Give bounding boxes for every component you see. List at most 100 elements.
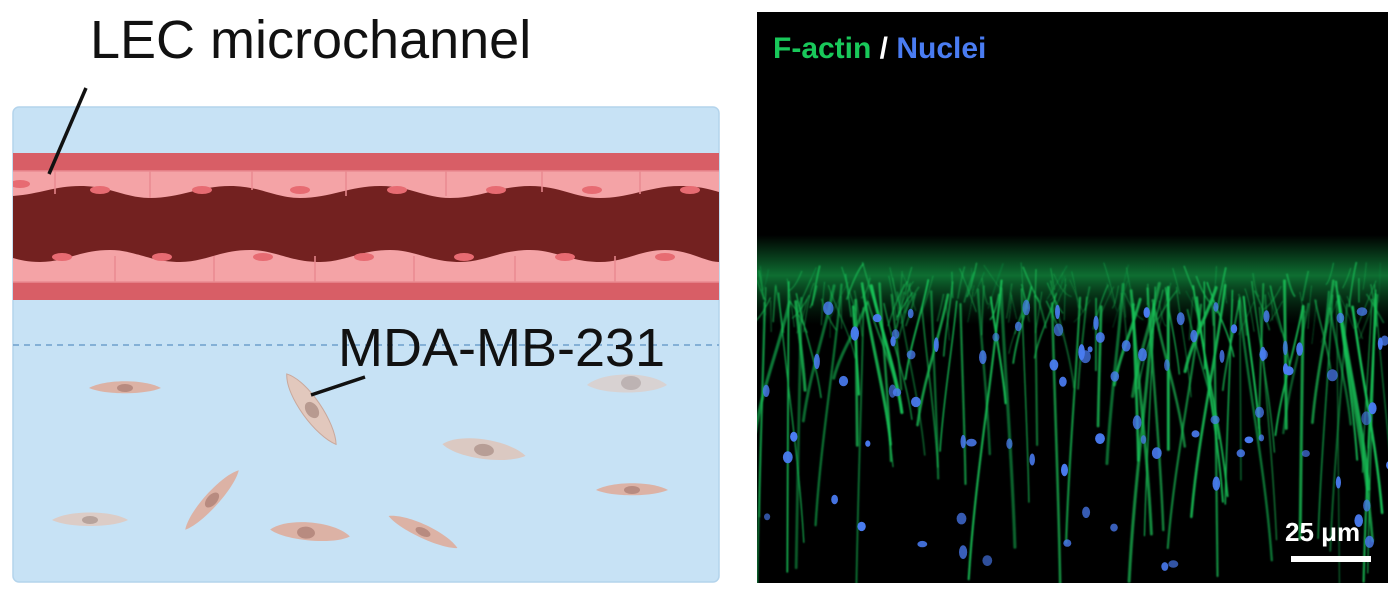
nucleus: [1055, 304, 1060, 320]
cell-sprout: [904, 279, 930, 381]
cell-sprout: [1065, 296, 1082, 544]
cell-sprout: [801, 284, 836, 423]
nucleus: [1301, 450, 1310, 457]
actin-fiber: [1046, 265, 1068, 300]
nucleus: [1164, 359, 1170, 371]
actin-fiber: [896, 291, 914, 318]
actin-fiber: [1378, 262, 1381, 303]
nucleus: [1335, 476, 1341, 489]
f-actin-label: F-actin: [773, 32, 871, 65]
nucleus: [1095, 433, 1105, 444]
nucleus: [917, 540, 928, 548]
actin-fiber: [1005, 283, 1013, 319]
nucleus: [790, 431, 798, 442]
nucleus: [1140, 435, 1147, 444]
cell-sprout: [890, 293, 903, 391]
nucleus: [1210, 415, 1220, 425]
cell-sprout: [1282, 302, 1310, 435]
cell-sprout: [827, 284, 856, 359]
cell-sprout: [1317, 294, 1334, 540]
actin-fiber: [1269, 300, 1283, 322]
actin-fiber: [903, 286, 920, 314]
channel-pointer-line: [47, 87, 88, 175]
tumor-cell: [270, 522, 350, 542]
actin-fiber: [921, 275, 934, 311]
actin-fiber: [967, 285, 975, 323]
nucleus: [850, 326, 859, 341]
nucleus: [1354, 514, 1363, 527]
actin-fiber: [1063, 278, 1066, 321]
cell-sprout: [976, 288, 992, 456]
endothelial-cells-bottom: [114, 256, 616, 282]
cell-sprout: [1361, 298, 1373, 473]
actin-fiber: [1049, 275, 1066, 302]
nucleus: [1014, 321, 1022, 332]
actin-fiber: [1252, 273, 1260, 297]
cell-sprout: [1237, 299, 1274, 562]
cell-sprout: [1050, 301, 1062, 583]
actin-fiber: [769, 300, 772, 333]
cell-sprout: [1049, 280, 1075, 389]
nucleus: [1284, 366, 1294, 376]
cell-sprout: [1362, 292, 1377, 583]
endothelial-cells-top: [54, 171, 641, 198]
nucleus: [1259, 349, 1268, 360]
actin-fiber: [1111, 285, 1120, 309]
actin-fiber: [989, 293, 1000, 321]
cell-sprout: [1033, 292, 1058, 359]
cell-sprout: [1096, 305, 1103, 428]
cell-sprout: [939, 300, 958, 452]
actin-fiber: [1050, 268, 1056, 291]
cell-sprout: [866, 300, 898, 391]
nucleus: [1049, 359, 1059, 371]
tumor-cell: [388, 515, 458, 549]
actin-fiber: [904, 266, 913, 295]
cell-sprout: [883, 302, 913, 420]
cell-sprout: [757, 301, 791, 433]
nucleus: [1190, 329, 1198, 343]
nucleus: [960, 434, 966, 449]
cell-sprout: [1258, 306, 1278, 541]
nucleus: [1380, 335, 1388, 346]
nucleus: [1176, 312, 1185, 326]
cell-sprout: [989, 296, 1007, 405]
channel-edge-glow: [757, 235, 1388, 325]
nucleus: [1087, 346, 1093, 353]
cell-sprout: [855, 307, 865, 583]
actin-fiber: [1262, 285, 1282, 311]
actin-fiber: [1267, 291, 1282, 333]
nucleus: [1258, 434, 1265, 442]
cell-sprout: [1146, 287, 1165, 532]
nucleus: [872, 314, 882, 323]
cell-sprout: [999, 286, 1017, 549]
actin-fiber: [786, 278, 795, 328]
channel-wall-bottom: [13, 282, 719, 300]
cell-sprout: [1314, 299, 1332, 370]
nucleus: [857, 521, 866, 532]
actin-fiber: [1342, 267, 1352, 289]
cell-sprout: [814, 283, 843, 527]
nucleus: [782, 451, 793, 464]
actin-fiber: [936, 293, 945, 322]
scale-bar: [1291, 556, 1371, 562]
nucleus: [1080, 350, 1091, 364]
actin-fiber: [1053, 273, 1072, 298]
nucleus: [1212, 476, 1221, 491]
cell-sprout: [967, 279, 1003, 581]
nucleus: [890, 336, 896, 347]
nucleus: [1093, 315, 1099, 331]
cell-sprout: [1012, 285, 1033, 364]
nucleus: [1191, 430, 1200, 438]
actin-fiber: [772, 285, 777, 323]
stain-label: F-actin / Nuclei: [773, 32, 986, 65]
nucleus: [982, 555, 993, 566]
nuclei-dots: [762, 299, 1388, 571]
cell-sprout: [942, 281, 954, 357]
actin-fiber: [841, 266, 857, 312]
nucleus: [1022, 299, 1031, 316]
actin-fiber: [757, 297, 771, 321]
nucleus: [1121, 340, 1131, 352]
tumor-cell: [587, 374, 667, 393]
endothelial-nuclei: [13, 180, 700, 261]
nucleus: [1082, 506, 1091, 518]
